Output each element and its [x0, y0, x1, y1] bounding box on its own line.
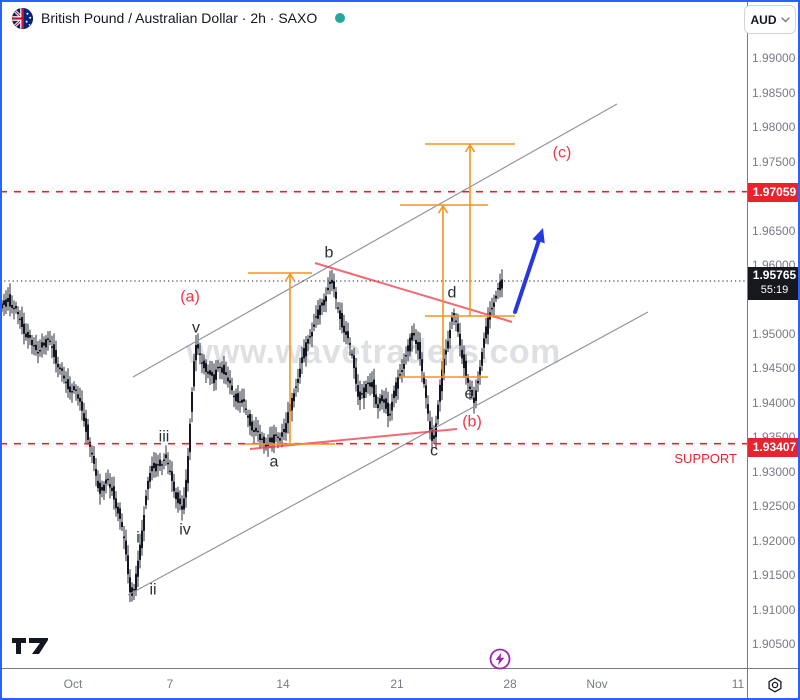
time-axis-label: Oct — [63, 677, 83, 691]
arrowhead-up-icon — [437, 204, 449, 214]
price-axis-label: 1.94500 — [752, 361, 796, 375]
axis-corner-cell[interactable] — [747, 668, 800, 700]
chevron-down-icon — [780, 16, 790, 22]
time-axis-label: 21 — [390, 677, 404, 691]
price-axis-label: 1.99000 — [752, 51, 796, 65]
time-axis-label: 11 — [731, 677, 745, 691]
price-axis-label: 1.92000 — [752, 534, 796, 548]
price-axis-label: 1.91500 — [752, 568, 796, 582]
red-trendline[interactable] — [249, 428, 458, 450]
currency-label: AUD — [750, 12, 777, 27]
price-axis-label: 1.96500 — [752, 224, 796, 238]
wave-label[interactable]: ii — [149, 582, 156, 599]
price-axis-label: 1.94000 — [752, 396, 796, 410]
tradingview-logo[interactable] — [12, 637, 49, 660]
price-axis[interactable]: 1.99000 1.98500 1.98000 1.97500 1.96500 1.960… — [747, 0, 800, 668]
candles-layer — [1, 269, 503, 603]
last-price-badge: 1.95765 55:19 — [748, 266, 800, 300]
wave-label[interactable]: iii — [159, 429, 170, 446]
scale-settings-icon — [767, 677, 782, 693]
time-axis[interactable]: Oct 7 14 21 28 Nov 11 — [0, 668, 747, 700]
level-price-badge: 1.93407 — [748, 437, 800, 457]
wave-label[interactable]: b — [325, 245, 334, 262]
wave-label[interactable]: a — [270, 454, 279, 471]
price-axis-label: 1.91000 — [752, 603, 796, 617]
measured-move-tool[interactable] — [400, 204, 488, 378]
time-axis-label: 28 — [503, 677, 517, 691]
wave-label[interactable]: d — [448, 285, 457, 302]
gbp-aud-flag-icon — [12, 7, 33, 29]
level-price-badge: 1.97059 — [748, 182, 800, 202]
support-label: SUPPORT — [674, 451, 737, 466]
arrowhead-up-icon — [284, 272, 296, 282]
wave-label[interactable]: i — [136, 530, 140, 547]
red-trendline[interactable] — [314, 262, 513, 323]
wave-label[interactable]: v — [192, 320, 200, 337]
price-axis-label: 1.92500 — [752, 499, 796, 513]
symbol-title[interactable]: British Pound / Australian Dollar · 2h ·… — [41, 10, 318, 26]
channel-trendline[interactable] — [127, 311, 649, 596]
time-axis-label: 14 — [276, 677, 290, 691]
wave-label[interactable]: c — [430, 443, 438, 460]
projection-arrow[interactable] — [513, 232, 543, 314]
price-axis-label: 1.98500 — [752, 86, 796, 100]
wave-label[interactable]: e — [465, 386, 474, 403]
wave-label[interactable]: (a) — [180, 289, 200, 306]
channel-trendline[interactable] — [132, 103, 618, 378]
wave-label[interactable]: iv — [179, 522, 191, 539]
wave-label[interactable]: (c) — [553, 145, 572, 162]
chart-pane[interactable]: www.wavetraders.com SUPPORT i ii iii iv v a b c d… — [0, 0, 747, 668]
wave-label[interactable]: (b) — [462, 414, 482, 431]
price-axis-label: 1.93000 — [752, 465, 796, 479]
measured-move-tool[interactable] — [425, 143, 515, 317]
lightning-event-marker[interactable] — [489, 648, 511, 670]
currency-toggle-button[interactable]: AUD — [744, 5, 796, 34]
measured-move-tool[interactable] — [245, 272, 335, 445]
price-axis-label: 1.97500 — [752, 155, 796, 169]
lightning-bolt-icon — [495, 652, 505, 666]
price-axis-label: 1.98000 — [752, 120, 796, 134]
market-status-dot — [335, 13, 346, 23]
price-axis-label: 1.90500 — [752, 637, 796, 651]
projection-arrowhead-icon — [532, 228, 545, 244]
time-axis-label: 7 — [166, 677, 174, 691]
arrowhead-up-icon — [464, 143, 476, 153]
watermark: www.wavetraders.com — [186, 332, 561, 371]
time-axis-label: Nov — [586, 677, 608, 691]
price-axis-label: 1.95000 — [752, 327, 796, 341]
symbol-header[interactable]: British Pound / Australian Dollar · 2h ·… — [12, 6, 346, 30]
